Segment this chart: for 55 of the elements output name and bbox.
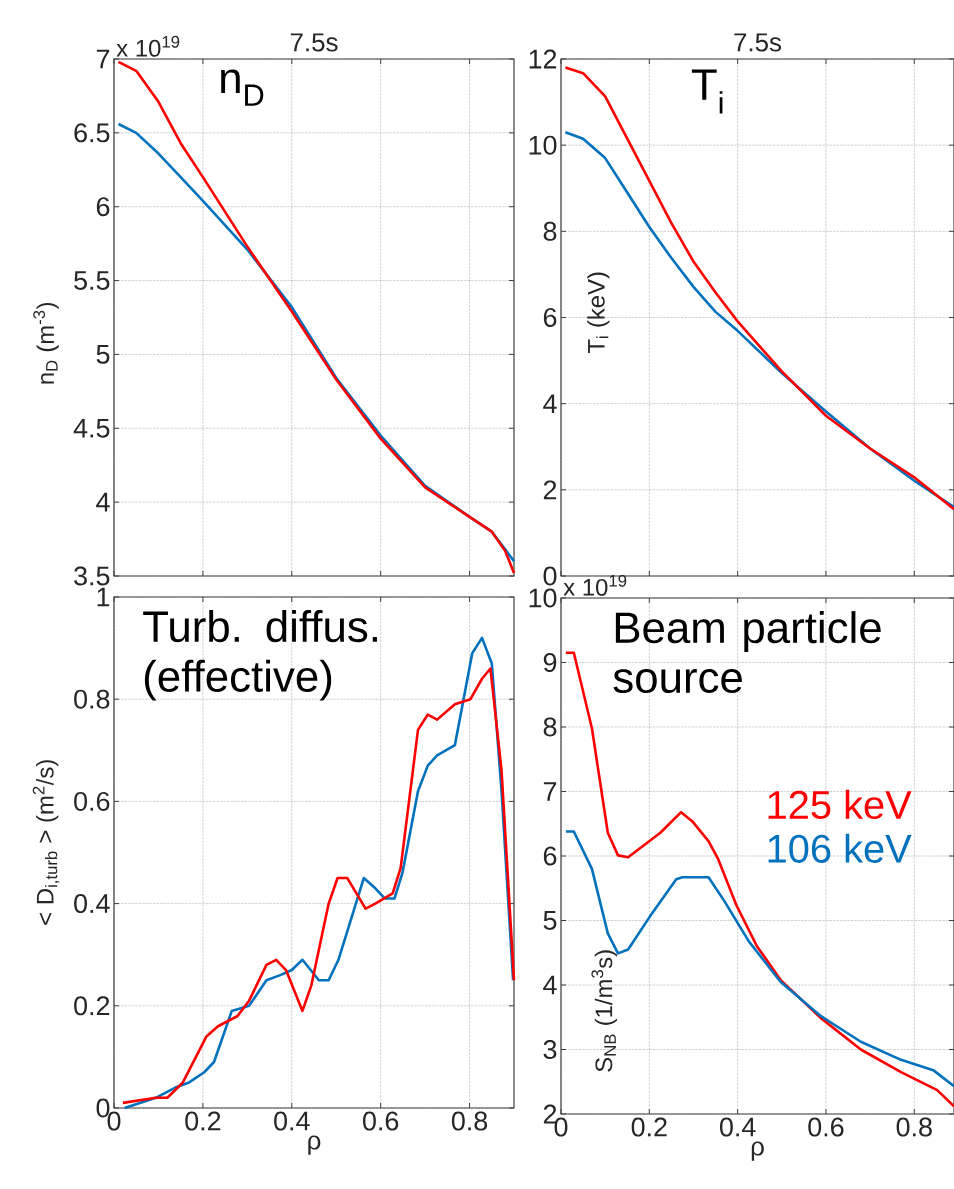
y-tick-label: 10: [529, 135, 557, 155]
y-tick-label: 9: [543, 652, 557, 673]
y-axis-title: n$_{D}$ (m$^{-3}$): [33, 302, 59, 384]
y-axis-title: S$_{NB}$ (1/m$^{3}$s): [591, 950, 618, 1072]
annotation: T$_{i}$: [691, 69, 723, 114]
y-axis-title: < D$_{i,turb}$ > (m$^{2}$/s): [32, 760, 60, 925]
y-tick-label: 2: [543, 1104, 557, 1124]
y-tick-label: 0.4: [74, 894, 110, 914]
y-tick-label: 3.5: [74, 566, 110, 586]
y-tick-label: 6.5: [74, 123, 110, 143]
y-tick-label: 5: [96, 345, 110, 364]
y-tick-label: 12: [529, 49, 557, 69]
y-tick-label: 4.5: [73, 418, 110, 438]
x-tick-label: 0.4: [719, 1117, 756, 1137]
y-tick-label: 4: [96, 492, 110, 512]
x-tick-label: 0.4: [274, 1111, 310, 1131]
y-tick-label: 8: [543, 717, 557, 737]
y-tick-label: 5: [543, 911, 557, 930]
chart-title: 7.5s: [290, 33, 338, 52]
line-series: [564, 830, 954, 1088]
y-axis-title: T$_{i}$ (keV): [587, 272, 610, 354]
line-series: [564, 651, 954, 1108]
y-tick-label: 3: [543, 1039, 557, 1060]
x-tick-label: 0.2: [631, 1117, 667, 1137]
series-label: 106 keV: [768, 833, 912, 863]
x-tick-label: 0.2: [185, 1111, 221, 1131]
y-tick-label: 0.6: [74, 791, 110, 811]
annotation: x 10$^{19}$: [563, 574, 627, 596]
annotation: Beam particle source: [613, 611, 881, 694]
y-tick-label: 4: [543, 975, 557, 995]
y-tick-label: 7: [96, 49, 110, 69]
x-tick-label: 0.6: [363, 1111, 399, 1131]
y-tick-label: 0.8: [74, 689, 110, 709]
x-tick-label: 0.8: [896, 1117, 932, 1137]
text: x 10$^{19}$: [116, 35, 180, 57]
y-tick-label: 6: [543, 307, 557, 328]
y-tick-label: 6: [96, 197, 110, 217]
y-tick-label: 8: [543, 221, 557, 241]
y-tick-label: 10: [529, 588, 557, 608]
y-tick-label: 2: [543, 480, 557, 500]
x-axis-title: ρ: [751, 1141, 764, 1161]
annotation: n$_{D}$: [221, 69, 264, 106]
x-tick-label: 0.6: [808, 1117, 844, 1137]
series-label: 125 keV: [768, 789, 912, 820]
y-tick-label: 4: [543, 394, 557, 413]
y-tick-label: 0: [543, 566, 557, 586]
annotation: Turb. diffus. (effective): [143, 609, 377, 701]
y-tick-label: 1: [97, 587, 110, 607]
x-tick-label: 0.8: [451, 1111, 488, 1131]
x-axis-title: ρ: [308, 1135, 321, 1155]
chart-title: 7.5s: [734, 33, 782, 52]
y-tick-label: 7: [543, 782, 557, 801]
y-tick-label: 6: [543, 846, 557, 866]
y-tick-label: 0.2: [74, 996, 110, 1016]
y-tick-label: 5.5: [74, 271, 110, 290]
